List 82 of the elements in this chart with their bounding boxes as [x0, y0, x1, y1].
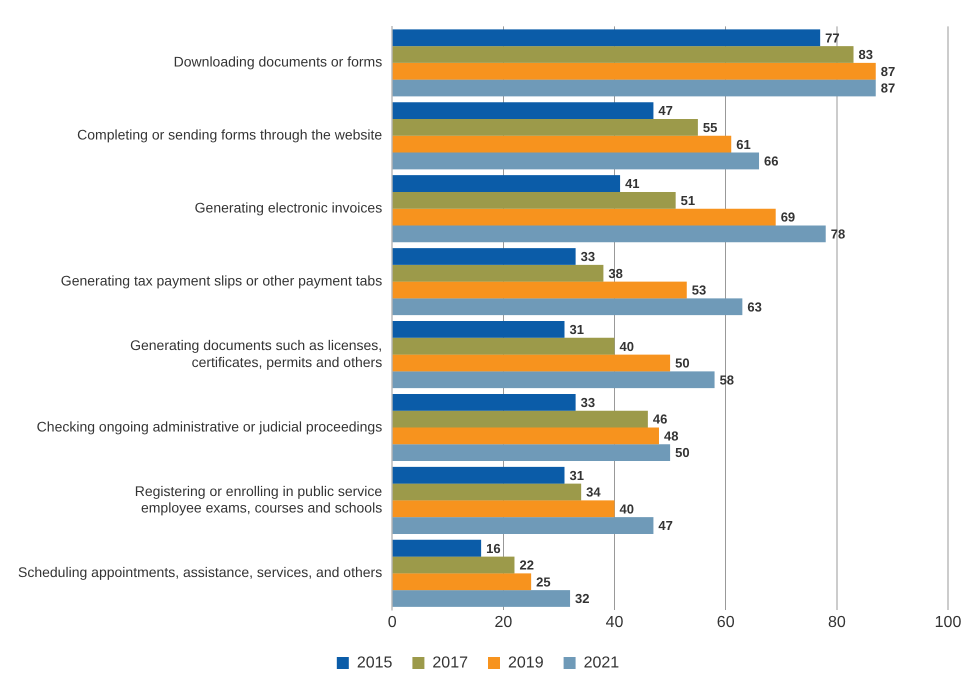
data-label: 69 — [780, 210, 796, 225]
bar — [392, 208, 776, 226]
bar — [392, 225, 826, 242]
data-label: 40 — [620, 338, 634, 354]
legend-label: 2015 — [356, 654, 393, 672]
y-tick-label: Checking ongoing administrative or judicial proceedings — [36, 418, 382, 434]
data-label: 47 — [658, 103, 673, 118]
data-label: 77 — [825, 30, 840, 46]
data-label: 40 — [620, 501, 634, 516]
data-label: 22 — [519, 558, 534, 573]
data-label: 66 — [764, 154, 778, 169]
bar — [392, 394, 576, 411]
data-label: 33 — [580, 394, 596, 410]
legend-label: 2017 — [432, 654, 468, 672]
x-tick-label: 80 — [828, 614, 846, 631]
y-tick-label: Generating tax payment slips or other payment tabs — [60, 272, 382, 288]
data-label: 34 — [586, 484, 602, 500]
data-label: 63 — [747, 299, 762, 314]
y-tick-label: Generating electronic invoices — [194, 200, 382, 216]
bar — [392, 556, 514, 574]
data-label: 87 — [880, 80, 896, 96]
data-label: 55 — [702, 120, 718, 135]
x-tick-label: 0 — [388, 614, 397, 631]
y-tick-label: Completing or sending forms through the website — [77, 126, 382, 143]
data-label: 25 — [536, 574, 551, 590]
bar — [392, 248, 576, 265]
bar — [392, 466, 564, 484]
legend-label: 2021 — [584, 654, 620, 672]
data-label: 33 — [580, 249, 596, 264]
bar — [392, 590, 570, 607]
x-tick-label: 100 — [934, 614, 962, 631]
bar — [392, 444, 670, 462]
legend-label: 2019 — [508, 654, 544, 672]
bar — [392, 540, 482, 557]
x-tick-label: 60 — [716, 614, 735, 631]
y-tick-label: Generating documents such as licenses, certificates, permits and others — [130, 337, 382, 370]
bar — [392, 500, 615, 518]
data-label: 48 — [664, 428, 678, 444]
y-tick-label: Scheduling appointments, assistance, services, and others — [18, 564, 382, 580]
bar — [392, 175, 620, 192]
bar — [392, 410, 648, 428]
bar — [392, 371, 715, 388]
data-label: 50 — [675, 445, 690, 460]
data-label: 58 — [720, 372, 734, 388]
y-tick-label: Registering or enrolling in public service employee exams, courses and schools — [134, 482, 382, 516]
bar — [392, 298, 742, 316]
bar — [392, 119, 698, 136]
bar — [392, 62, 876, 80]
data-label: 50 — [675, 356, 690, 371]
data-label: 78 — [830, 226, 846, 242]
data-label: 31 — [570, 468, 584, 483]
x-tick-label: 40 — [606, 614, 624, 631]
data-label: 32 — [575, 591, 590, 606]
data-label: 46 — [652, 412, 668, 427]
x-tick-label: 20 — [494, 614, 512, 631]
y-tick-label: Downloading documents or forms — [174, 54, 382, 70]
bar — [392, 46, 854, 63]
bar — [392, 152, 760, 170]
data-label: 16 — [486, 540, 501, 556]
data-label: 31 — [570, 322, 584, 337]
data-label: 53 — [692, 282, 706, 298]
bar — [392, 484, 582, 500]
bar — [392, 192, 676, 209]
bar — [392, 264, 604, 282]
data-label: 61 — [736, 136, 751, 152]
bar — [392, 338, 615, 355]
bar — [392, 282, 687, 298]
bar — [392, 427, 659, 444]
bar — [392, 354, 670, 372]
data-label: 51 — [680, 192, 696, 208]
bar — [392, 29, 820, 46]
bar — [392, 517, 654, 534]
bar — [392, 321, 564, 338]
data-label: 87 — [880, 64, 896, 79]
bar — [392, 102, 654, 120]
data-label: 41 — [625, 176, 640, 192]
bar — [392, 573, 532, 590]
bar — [392, 80, 876, 96]
data-label: 83 — [858, 47, 873, 62]
data-label: 38 — [608, 266, 623, 281]
data-label: 47 — [658, 518, 673, 534]
bar — [392, 136, 732, 153]
